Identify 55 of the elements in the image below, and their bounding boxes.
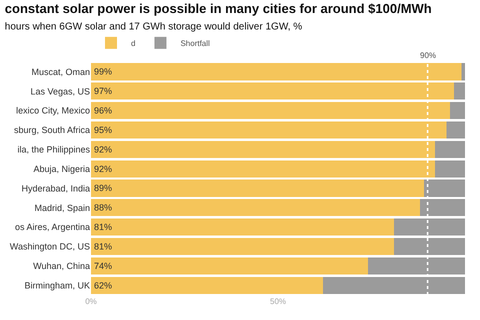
ref-line-label: 90% (420, 51, 436, 60)
bar (446, 121, 465, 138)
data-label: 81% (94, 222, 112, 232)
bar (91, 160, 436, 178)
bar (91, 218, 394, 236)
y-tick-label: sburg, South Africa (14, 125, 90, 136)
bar (91, 63, 462, 80)
legend-label: Shortfall (180, 38, 210, 48)
bar (424, 180, 465, 197)
bar (91, 180, 424, 197)
bar (454, 82, 465, 100)
bar (91, 257, 368, 274)
x-tick-label: 0% (85, 297, 97, 306)
bar (91, 102, 450, 120)
bar (461, 63, 465, 80)
y-tick-label: Wuhan, China (33, 261, 90, 272)
data-label: 89% (94, 183, 112, 194)
legend-label: d (131, 38, 136, 48)
data-label: 81% (94, 241, 112, 252)
y-tick-label: os Aires, Argentina (14, 222, 90, 232)
y-tick-label: lexico City, Mexico (16, 106, 90, 116)
data-label: 92% (94, 164, 112, 174)
bar (91, 82, 454, 100)
bar (91, 121, 446, 138)
y-tick-label: Madrid, Spain (34, 202, 90, 213)
bar (420, 199, 465, 216)
y-tick-label: Muscat, Oman (31, 66, 90, 77)
y-tick-label: Washington DC, US (10, 242, 90, 252)
bar (91, 276, 323, 294)
data-label: 95% (94, 124, 112, 135)
data-label: 62% (94, 280, 112, 290)
bar (435, 140, 465, 158)
y-tick-label: Birmingham, UK (24, 280, 90, 290)
chart-title: constant solar power is possible in many cities for around $100/MWh (4, 0, 432, 16)
data-label: 74% (94, 260, 112, 271)
y-tick-label: ila, the Philippines (17, 144, 90, 155)
bar (368, 257, 465, 274)
chart-subtitle: hours when 6GW solar and 17 GWh storage would deliver 1GW, % (4, 22, 302, 33)
bar (322, 276, 465, 294)
bar (91, 199, 420, 216)
data-label: 96% (94, 106, 112, 116)
bar (91, 140, 436, 158)
data-label: 92% (94, 144, 112, 154)
bar (394, 238, 465, 255)
bar (91, 238, 394, 255)
y-tick-label: Hyderabad, India (21, 183, 90, 194)
y-tick-label: Abuja, Nigeria (33, 164, 90, 174)
x-tick-label: 50% (270, 297, 286, 306)
bar (394, 218, 465, 236)
data-label: 88% (94, 202, 112, 213)
data-label: 99% (94, 66, 112, 77)
y-tick-label: Las Vegas, US (30, 86, 90, 96)
data-label: 97% (94, 86, 112, 96)
bar (435, 160, 465, 178)
bar (450, 102, 465, 120)
